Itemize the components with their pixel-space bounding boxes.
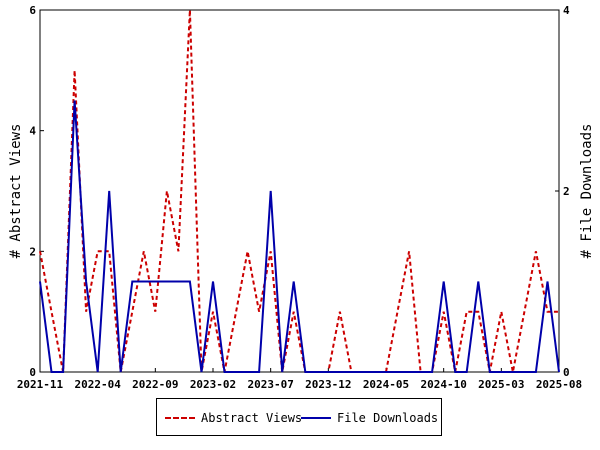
y-left-tick-label: 2 bbox=[29, 245, 36, 258]
legend-label-file-downloads: File Downloads bbox=[337, 411, 439, 425]
legend-item-abstract-views: Abstract Views bbox=[165, 410, 302, 426]
series-layer bbox=[39, 9, 560, 373]
legend: Abstract Views File Downloads bbox=[156, 398, 442, 436]
legend-item-file-downloads: File Downloads bbox=[301, 410, 438, 426]
y-left-tick-label: 0 bbox=[29, 366, 36, 379]
y-right-tick-label: 0 bbox=[563, 366, 570, 379]
legend-swatch-dashed-red bbox=[165, 417, 195, 419]
x-tick-label: 2024-05 bbox=[363, 378, 409, 391]
x-tick-label: 2025-08 bbox=[536, 378, 582, 391]
legend-swatch-solid-blue bbox=[301, 417, 331, 419]
x-tick-label: 2022-04 bbox=[74, 378, 121, 391]
legend-label-abstract-views: Abstract Views bbox=[201, 411, 303, 425]
tick-layer: 0 2 4 6 0 2 4 2021-11 2022-04 2022-09 2023-02 2023-… bbox=[17, 4, 582, 391]
plot-area bbox=[39, 9, 560, 373]
x-tick-label: 2022-09 bbox=[132, 378, 178, 391]
y-right-tick-label: 2 bbox=[563, 185, 570, 198]
x-tick-label: 2023-12 bbox=[305, 378, 351, 391]
series-line-abstract-views bbox=[39, 9, 559, 373]
y-right-axis-label: # File Downloads bbox=[579, 124, 595, 259]
y-left-tick-label: 4 bbox=[29, 125, 36, 138]
x-tick-label: 2021-11 bbox=[17, 378, 64, 391]
x-tick-label: 2025-03 bbox=[478, 378, 524, 391]
y-right-tick-label: 4 bbox=[563, 4, 570, 17]
x-tick-label: 2024-10 bbox=[420, 378, 466, 391]
series-line-file-downloads bbox=[39, 100, 560, 373]
x-tick-label: 2023-02 bbox=[190, 378, 236, 391]
y-left-axis-label: # Abstract Views bbox=[8, 124, 24, 259]
y-left-tick-label: 6 bbox=[29, 4, 36, 17]
x-tick-label: 2023-07 bbox=[247, 378, 293, 391]
